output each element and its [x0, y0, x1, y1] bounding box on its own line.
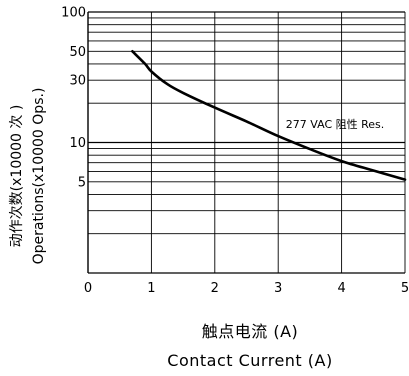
series-line: [131, 50, 407, 181]
x-tick-label: 0: [84, 281, 92, 296]
x-tick-label: 1: [147, 281, 155, 296]
x-tick-label: 3: [274, 281, 282, 296]
y-tick-label: 30: [69, 74, 86, 89]
y-tick-label: 50: [69, 45, 86, 60]
series-layer: [131, 50, 407, 181]
y-axis-title-cn: 动作次数(x10000 次 ): [9, 105, 25, 248]
x-tick-label: 4: [337, 281, 345, 296]
grid: [87, 11, 406, 274]
y-axis-title-en: Operations(x10000 Ops.): [31, 88, 47, 265]
x-tick-label: 5: [401, 281, 409, 296]
x-axis-title-en: Contact Current (A): [167, 351, 332, 370]
y-axis-ticks: 100 50 30 10 5: [61, 6, 86, 191]
y-tick-label: 100: [61, 6, 86, 21]
series-annotation: 277 VAC 阻性 Res.: [286, 117, 384, 131]
x-axis-title-cn: 触点电流 (A): [202, 322, 299, 341]
x-axis-ticks: 0 1 2 3 4 5: [84, 281, 409, 296]
y-tick-label: 10: [69, 136, 86, 151]
y-tick-label: 5: [78, 175, 86, 190]
x-tick-label: 2: [211, 281, 219, 296]
